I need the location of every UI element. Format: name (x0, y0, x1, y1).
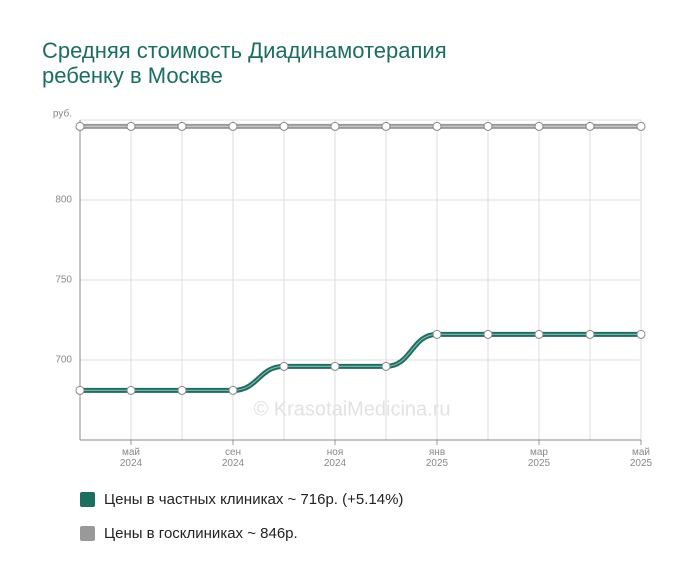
data-point (585, 121, 595, 131)
chart-title: Средняя стоимость Диадинамотерапия (42, 38, 447, 63)
data-point (126, 121, 136, 131)
data-point (534, 329, 544, 339)
y-tick-label: 750 (55, 275, 72, 286)
data-point (432, 329, 442, 339)
legend-label: Цены в частных клиниках ~ 716р. (+5.14%) (104, 491, 403, 508)
chart-title: ребенку в Москве (42, 63, 223, 88)
data-point (636, 329, 646, 339)
series-line-highlight (80, 333, 641, 391)
y-tick-label: 700 (55, 355, 72, 366)
series-line (80, 331, 641, 393)
data-point (279, 361, 289, 371)
data-point (75, 121, 85, 131)
data-point (177, 385, 187, 395)
x-tick-label: янв 2025 (426, 447, 449, 469)
x-tick-label: май 2024 (120, 447, 143, 469)
data-point (636, 121, 646, 131)
legend-swatch (80, 492, 95, 507)
data-point (279, 121, 289, 131)
data-point (126, 385, 136, 395)
x-tick-label: сен 2024 (222, 447, 245, 469)
data-point (75, 385, 85, 395)
data-point (381, 121, 391, 131)
x-tick-label: май 2025 (630, 447, 653, 469)
data-point (534, 121, 544, 131)
y-tick-label: руб. (53, 108, 72, 120)
x-tick-label: мар 2025 (528, 447, 551, 469)
data-point (330, 121, 340, 131)
legend-label: Цены в госклиниках ~ 846р. (104, 525, 298, 542)
y-tick-label: 800 (55, 195, 72, 206)
x-tick-label: ноя 2024 (324, 447, 347, 469)
data-point (330, 361, 340, 371)
data-point (483, 121, 493, 131)
watermark: © KrasotaiMedicina.ru (253, 398, 450, 420)
data-point (483, 329, 493, 339)
data-point (381, 361, 391, 371)
data-point (585, 329, 595, 339)
data-point (228, 121, 238, 131)
data-point (177, 121, 187, 131)
legend-swatch (80, 526, 95, 541)
data-point (228, 385, 238, 395)
data-point (432, 121, 442, 131)
